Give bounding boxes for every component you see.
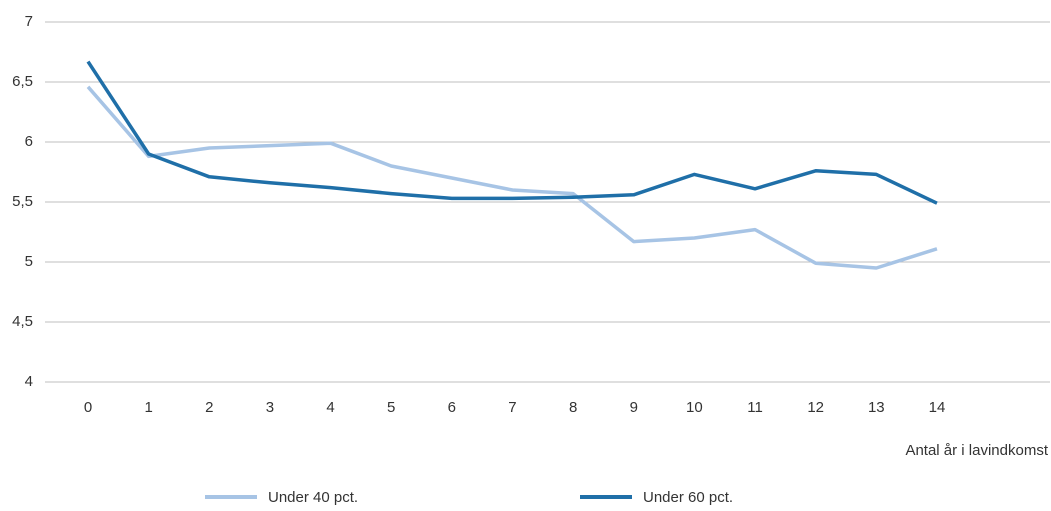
x-tick-label: 1 [144, 399, 152, 416]
x-tick-label: 10 [686, 399, 703, 416]
legend-label: Under 60 pct. [643, 489, 733, 506]
y-tick-label: 6 [25, 133, 33, 150]
x-tick-label: 8 [569, 399, 577, 416]
x-tick-label: 3 [266, 399, 274, 416]
y-tick-label: 5,5 [12, 193, 33, 210]
x-tick-label: 6 [448, 399, 456, 416]
x-tick-label: 4 [326, 399, 334, 416]
line-series [86, 60, 938, 205]
x-tick-label: 0 [84, 399, 92, 416]
y-tick-label: 4 [25, 373, 33, 390]
y-tick-label: 6,5 [12, 73, 33, 90]
y-tick-label: 7 [25, 13, 33, 30]
x-tick-label: 13 [868, 399, 885, 416]
y-tick-label: 5 [25, 253, 33, 270]
x-tick-label: 14 [929, 399, 946, 416]
x-axis-label: Antal år i lavindkomst [905, 442, 1048, 459]
x-tick-label: 9 [630, 399, 638, 416]
x-tick-label: 5 [387, 399, 395, 416]
y-tick-label: 4,5 [12, 313, 33, 330]
x-tick-label: 12 [807, 399, 824, 416]
legend-label: Under 40 pct. [268, 489, 358, 506]
line-series [86, 85, 938, 270]
x-tick-label: 11 [747, 399, 763, 416]
x-tick-label: 7 [508, 399, 516, 416]
x-tick-label: 2 [205, 399, 213, 416]
